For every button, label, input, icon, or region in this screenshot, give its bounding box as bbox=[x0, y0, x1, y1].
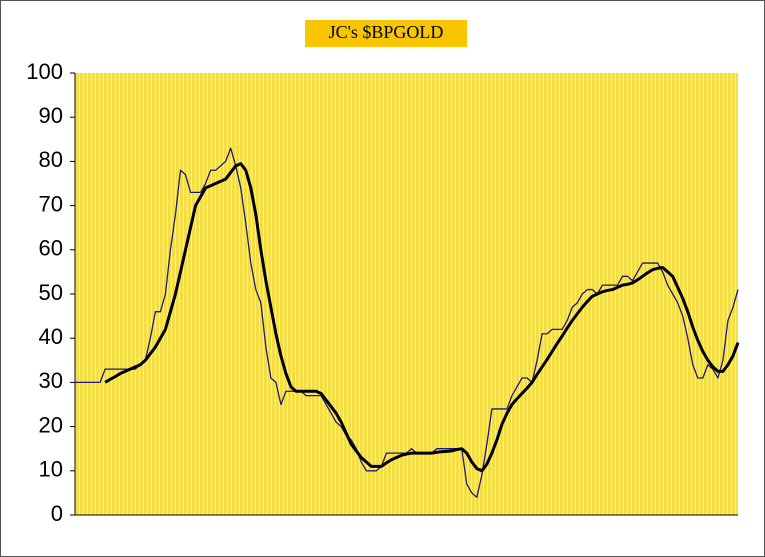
y-tick-label: 20 bbox=[39, 412, 63, 437]
y-tick-label: 60 bbox=[39, 236, 63, 261]
y-tick-label: 90 bbox=[39, 103, 63, 128]
y-tick-label: 0 bbox=[51, 501, 63, 526]
plot-area bbox=[75, 73, 738, 515]
title-box bbox=[305, 20, 467, 47]
y-tick-label: 30 bbox=[39, 368, 63, 393]
y-tick-label: 100 bbox=[26, 59, 63, 84]
chart-title: JC's $BPGOLD bbox=[329, 22, 444, 42]
y-tick-label: 40 bbox=[39, 324, 63, 349]
average-line bbox=[104, 162, 740, 473]
y-tick-label: 50 bbox=[39, 280, 63, 305]
y-tick-label: 70 bbox=[39, 191, 63, 216]
y-tick-label: 10 bbox=[39, 457, 63, 482]
y-tick-label: 80 bbox=[39, 147, 63, 172]
